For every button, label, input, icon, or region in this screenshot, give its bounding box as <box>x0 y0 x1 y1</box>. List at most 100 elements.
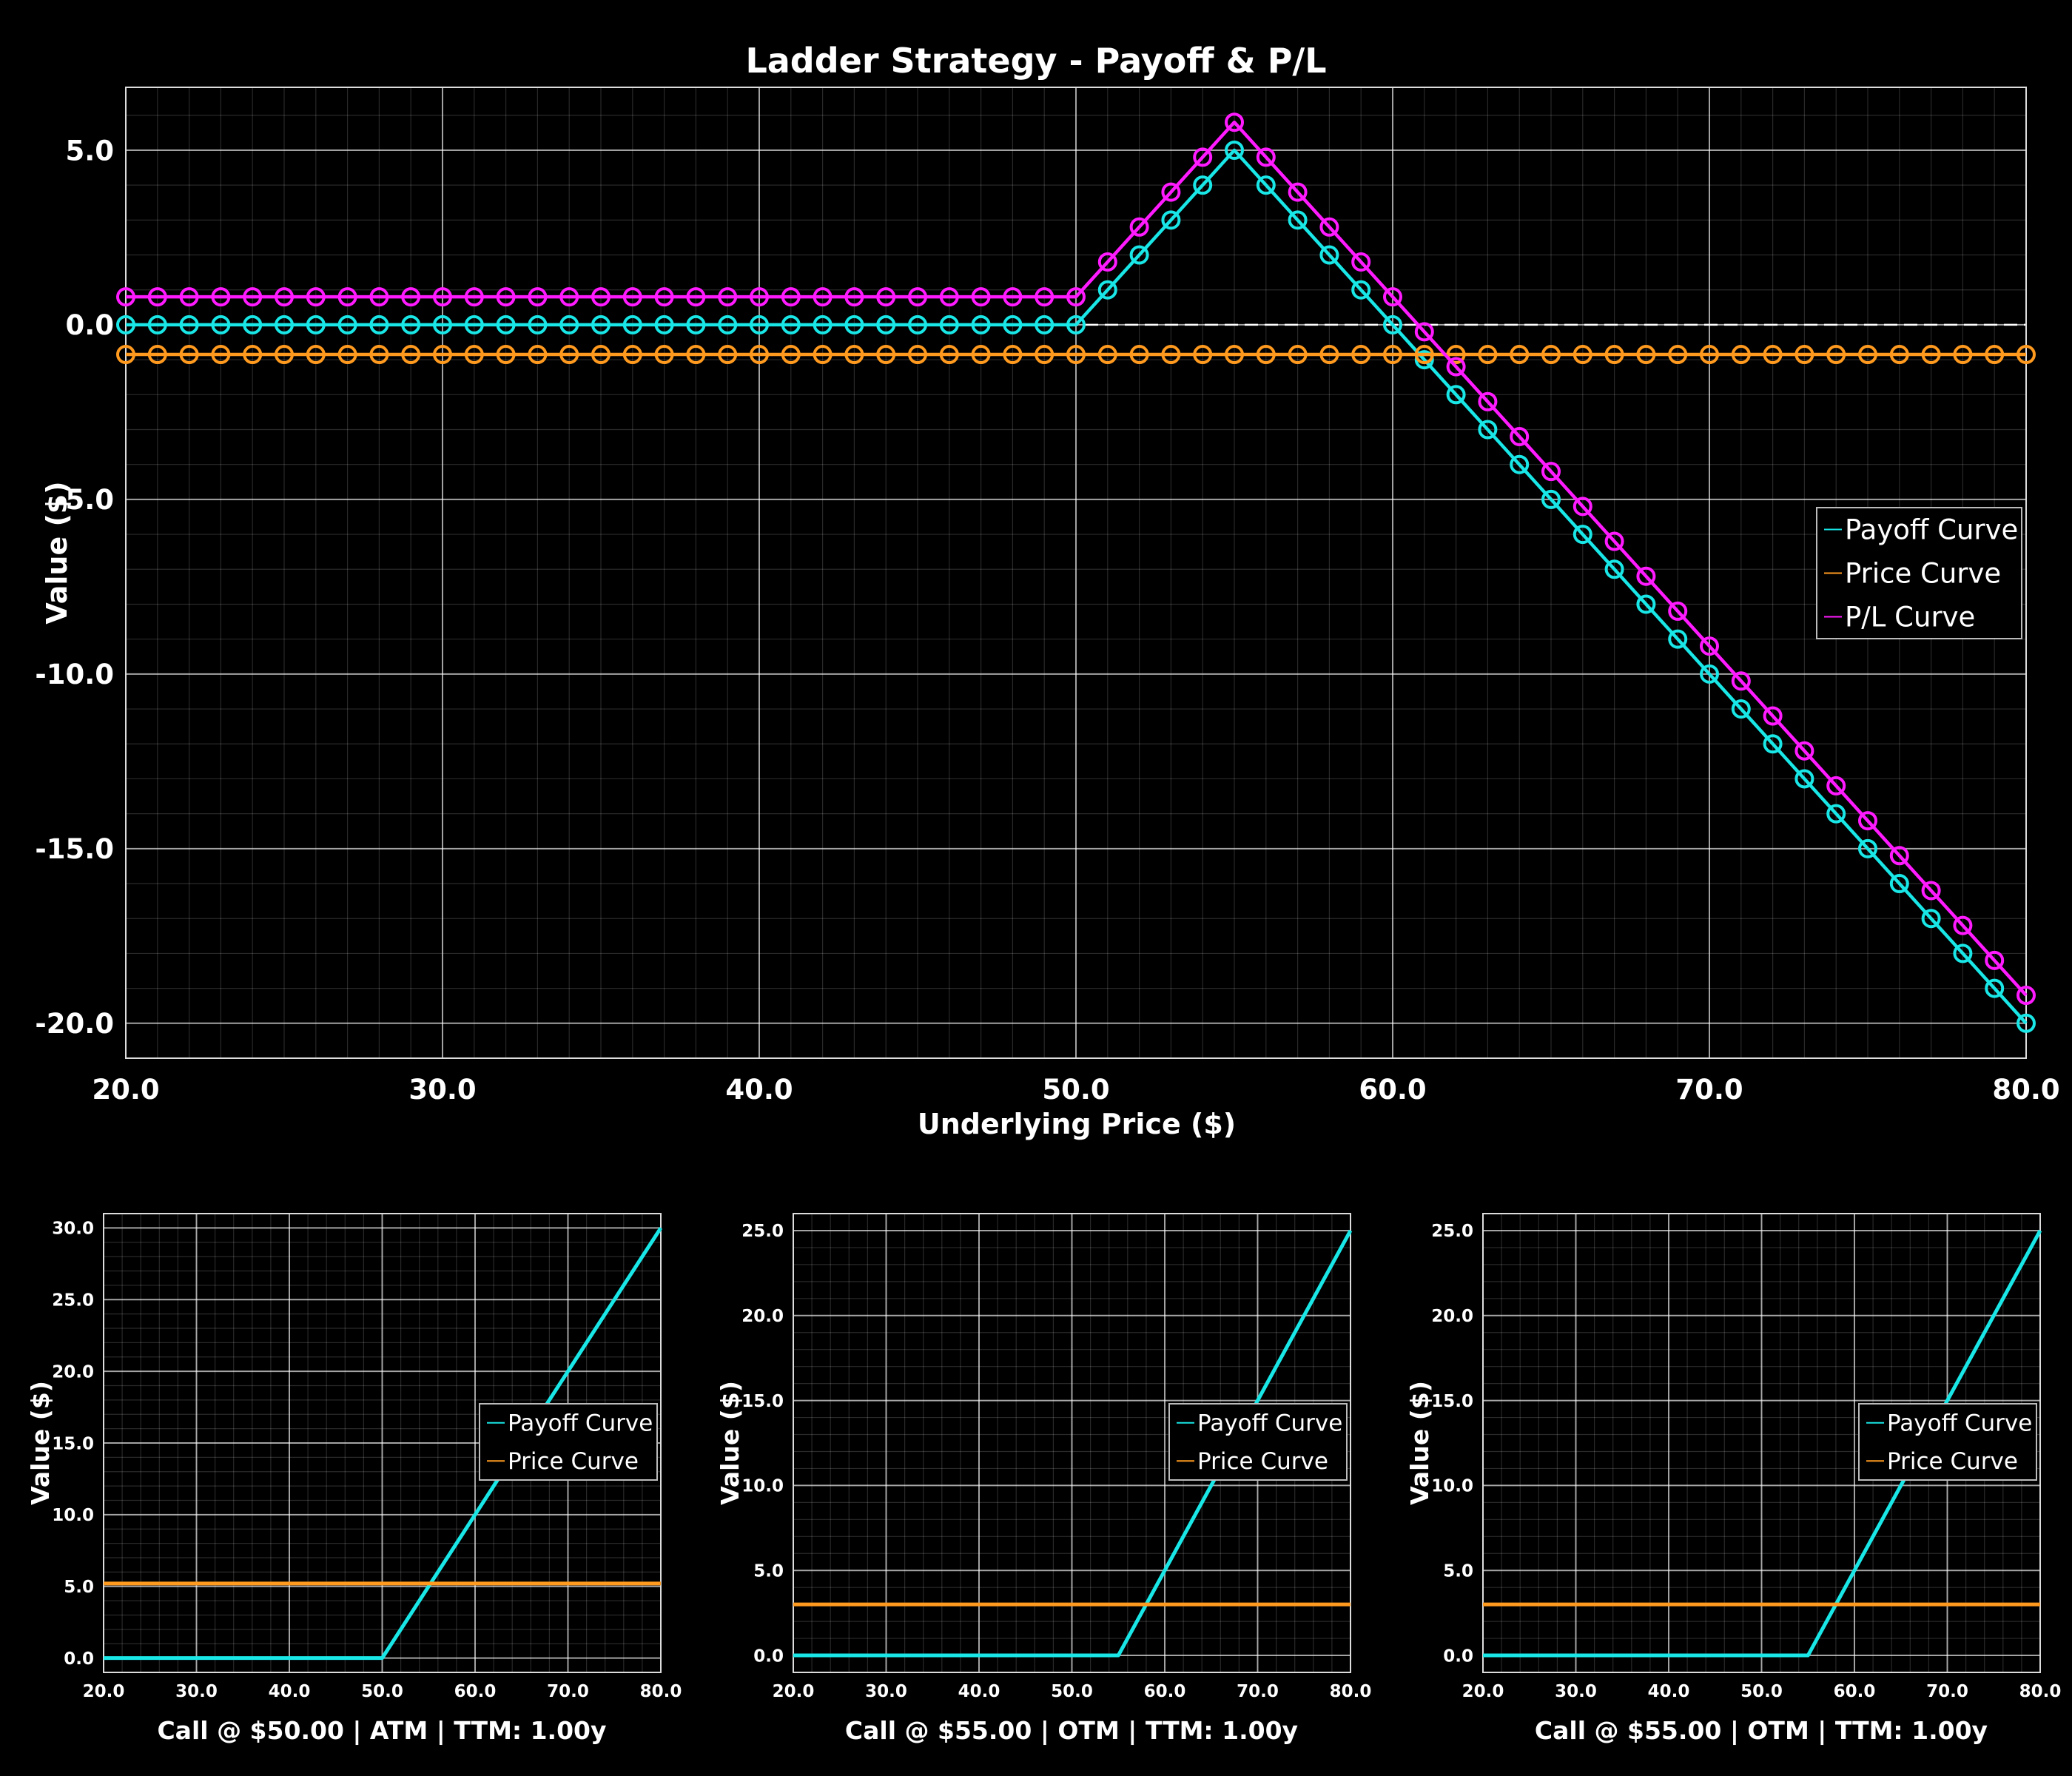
main-y-axis-label: Value ($) <box>41 481 73 624</box>
main-p-l-curve-point <box>179 287 199 307</box>
main-price-curve-point <box>1256 345 1276 365</box>
main-p-l-curve-point <box>147 287 167 307</box>
subplot-2-x-axis-label: Call @ $55.00 | OTM | TTM: 1.00y <box>845 1716 1298 1745</box>
main-price-curve-point <box>718 345 738 365</box>
subplot-2-legend-label: Payoff Curve <box>1197 1410 1342 1437</box>
subplot-1-y-tick-label: 10.0 <box>52 1506 94 1525</box>
main-p-l-curve-point <box>1319 217 1339 237</box>
main-price-curve-point <box>1953 345 1973 365</box>
main-x-tick-label: 30.0 <box>408 1074 476 1106</box>
main-payoff-curve-point <box>939 314 959 334</box>
main-p-l-curve-point <box>1446 357 1466 377</box>
subplot-3-legend-box <box>1858 1403 2037 1481</box>
main-legend-label: Payoff Curve <box>1845 514 2018 545</box>
main-payoff-curve-point <box>559 314 579 334</box>
subplot-1-y-tick-label: 20.0 <box>52 1362 94 1382</box>
main-payoff-curve-point <box>876 314 896 334</box>
main-price-curve-point <box>559 345 579 365</box>
main-p-l-curve-point <box>1858 811 1877 831</box>
main-price-curve-point <box>1921 345 1941 365</box>
main-price-curve-point <box>1858 345 1877 365</box>
main-p-l-curve-line <box>126 120 2028 997</box>
main-payoff-curve-line <box>126 148 2028 1025</box>
main-payoff-curve-point <box>179 314 199 334</box>
subplot-2-y-tick-label: 25.0 <box>741 1222 784 1241</box>
main-price-curve-point <box>1097 345 1117 365</box>
main-payoff-curve-point <box>1319 245 1339 265</box>
main-payoff-curve-point <box>116 314 135 334</box>
subplot-1-y-axis-label: Value ($) <box>26 1381 55 1505</box>
subplot-3-y-tick-label: 0.0 <box>1443 1646 1473 1666</box>
subplot-1-y-tick-label: 30.0 <box>52 1220 94 1239</box>
main-payoff-curve-point <box>718 314 738 334</box>
main-x-tick-label: 20.0 <box>92 1074 159 1106</box>
main-p-l-curve-point <box>1383 287 1402 307</box>
main-price-curve-point <box>1035 345 1054 365</box>
main-payoff-curve-point <box>337 314 357 334</box>
main-payoff-curve-point <box>1161 210 1181 230</box>
main-p-l-curve-point <box>337 287 357 307</box>
main-p-l-curve-point <box>2016 986 2036 1006</box>
main-price-curve-point <box>147 345 167 365</box>
subplot-3-x-tick-label: 80.0 <box>2019 1682 2062 1701</box>
subplot-3-x-tick-label: 30.0 <box>1555 1682 1597 1701</box>
main-p-l-curve-point <box>1161 182 1181 202</box>
main-price-curve-point <box>1636 345 1656 365</box>
main-payoff-curve-point <box>1763 734 1783 754</box>
main-p-l-curve-point <box>1953 915 1973 935</box>
subplot-call-50: Call @ $50.00 | ATM | TTM: 1.00y Value (… <box>26 1213 682 1745</box>
main-payoff-curve-point <box>781 314 801 334</box>
subplot-3-y-axis-label: Value ($) <box>1405 1381 1434 1505</box>
main-price-curve-point <box>1889 345 1909 365</box>
main-price-curve-point <box>2016 345 2036 365</box>
main-payoff-curve-point <box>528 314 548 334</box>
subplot-3-y-tick-label: 25.0 <box>1431 1222 1473 1241</box>
main-p-l-curve-point <box>1985 950 2005 970</box>
subplot-3-x-tick-label: 40.0 <box>1648 1682 1690 1701</box>
main-x-tick-label: 60.0 <box>1359 1074 1426 1106</box>
main-x-axis-label: Underlying Price ($) <box>918 1108 1236 1140</box>
main-price-curve-point <box>1288 345 1308 365</box>
main-p-l-curve-point <box>1097 252 1117 272</box>
subplot-1-payoff-curve-line <box>104 1227 663 1661</box>
subplot-1-x-tick-label: 70.0 <box>547 1682 589 1701</box>
main-legend-label: P/L Curve <box>1845 601 1975 633</box>
main-p-l-curve-point <box>464 287 484 307</box>
main-p-l-curve-point <box>1921 881 1941 901</box>
main-payoff-curve-point <box>1953 944 1973 963</box>
main-p-l-curve-point <box>1066 287 1086 307</box>
main-payoff-curve-point <box>1193 175 1213 195</box>
main-p-l-curve-point <box>591 287 610 307</box>
main-price-curve-point <box>1572 345 1592 365</box>
subplot-1-x-tick-label: 40.0 <box>269 1682 311 1701</box>
main-payoff-curve-point <box>654 314 674 334</box>
subplot-2-x-tick-label: 70.0 <box>1237 1682 1279 1701</box>
main-price-curve-point <box>337 345 357 365</box>
main-price-curve-point <box>369 345 389 365</box>
main-price-curve-point <box>844 345 864 365</box>
main-p-l-curve-point <box>1700 636 1719 656</box>
main-payoff-curve-point <box>1383 314 1402 334</box>
main-p-l-curve-point <box>211 287 231 307</box>
main-price-curve-point <box>1826 345 1846 365</box>
main-p-l-curve-point <box>971 287 991 307</box>
subplot-2-x-tick-label: 30.0 <box>865 1682 907 1701</box>
subplot-2-y-tick-label: 10.0 <box>741 1477 784 1496</box>
subplot-2-y-tick-label: 5.0 <box>753 1562 784 1581</box>
main-price-curve-point <box>654 345 674 365</box>
main-price-curve-point <box>1478 345 1498 365</box>
main-price-curve-point <box>591 345 610 365</box>
subplot-3-legend-label: Payoff Curve <box>1887 1410 2032 1437</box>
main-payoff-curve-point <box>1668 629 1688 649</box>
main-x-tick-label: 80.0 <box>1992 1074 2059 1106</box>
main-price-curve-point <box>116 345 135 365</box>
main-payoff-curve-point <box>306 314 326 334</box>
main-price-curve-point <box>243 345 263 365</box>
main-p-l-curve-point <box>1572 497 1592 517</box>
subplot-1-x-tick-label: 20.0 <box>83 1682 125 1701</box>
main-p-l-curve-point <box>718 287 738 307</box>
main-p-l-curve-point <box>1478 391 1498 411</box>
subplot-1-x-tick-label: 50.0 <box>361 1682 403 1701</box>
main-p-l-curve-point <box>939 287 959 307</box>
main-p-l-curve-point <box>844 287 864 307</box>
